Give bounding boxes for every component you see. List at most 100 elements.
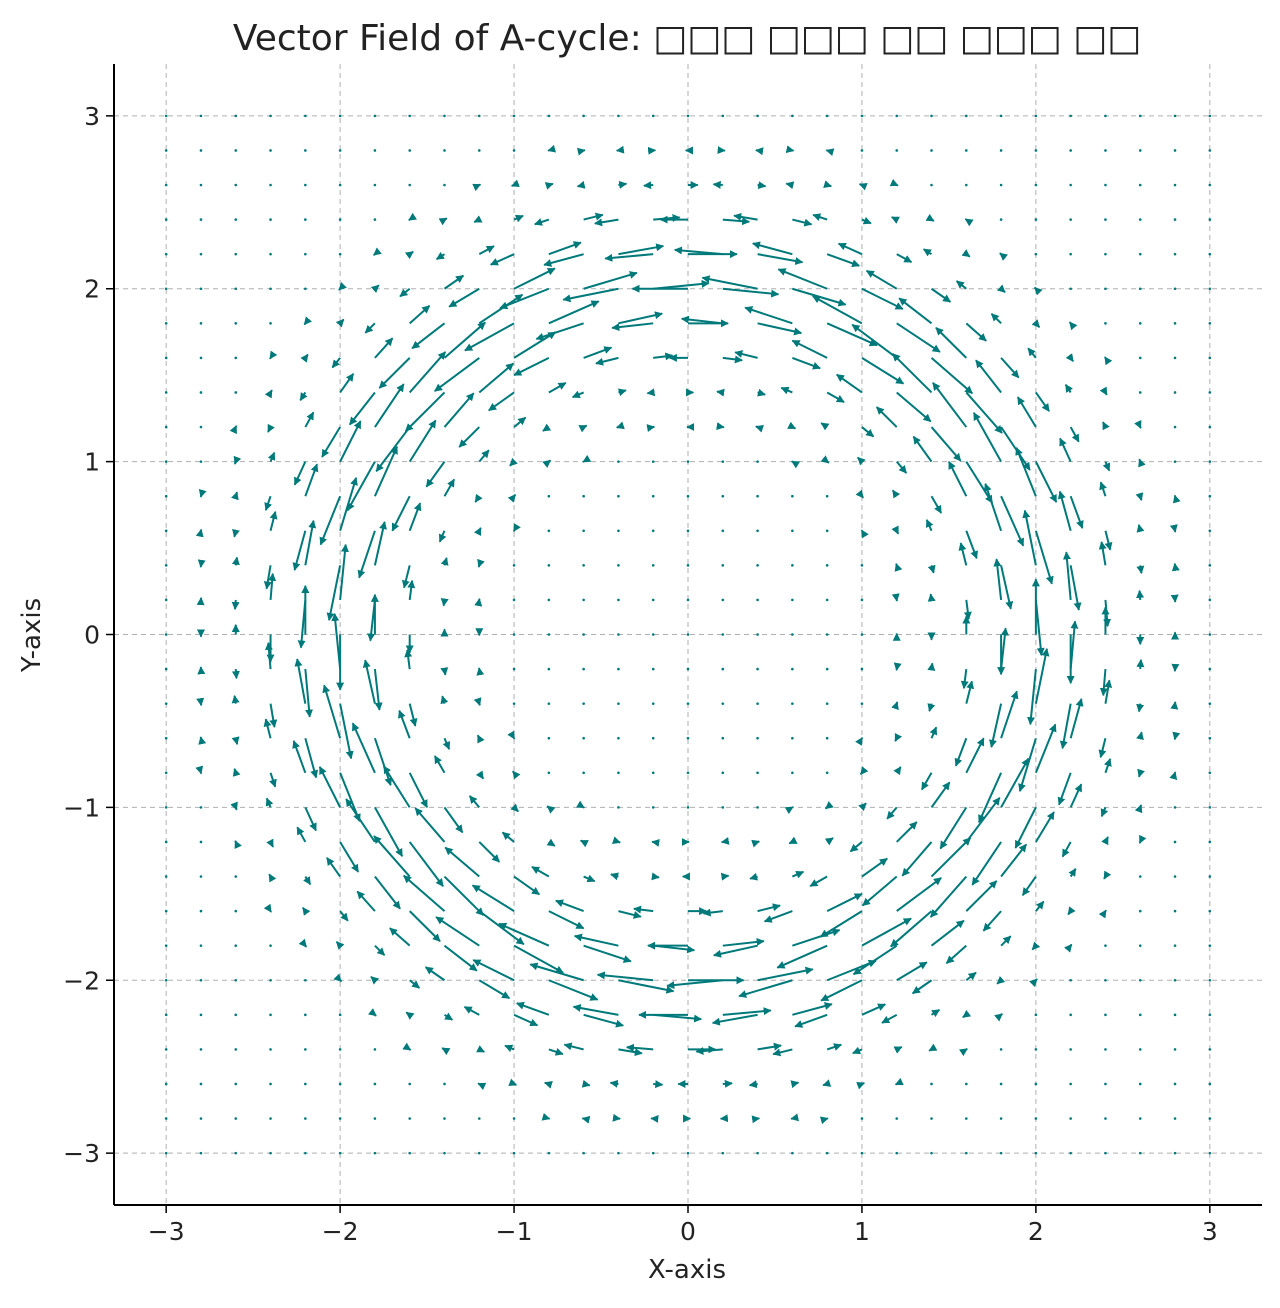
vector-arrow: [165, 668, 168, 671]
vector-arrow: [652, 737, 655, 740]
vector-arrow: [549, 911, 584, 928]
vector-arrow: [895, 1117, 898, 1120]
vector-arrow: [267, 798, 271, 807]
vector-arrow: [548, 599, 551, 602]
vector-arrow: [1139, 253, 1142, 256]
vector-arrow: [1071, 496, 1083, 528]
vector-arrow: [234, 1014, 237, 1017]
vector-arrow: [758, 254, 803, 262]
vector-arrow: [510, 462, 514, 466]
vector-arrow: [753, 243, 793, 254]
vector-arrow: [165, 599, 168, 602]
vector-arrow: [1209, 115, 1212, 118]
vector-arrow: [410, 911, 440, 941]
vector-arrow: [827, 462, 829, 463]
vector-arrow: [473, 960, 514, 980]
vector-arrow: [339, 1083, 342, 1086]
vector-arrow: [444, 218, 446, 219]
vector-arrow: [548, 633, 551, 636]
vector-arrow: [165, 322, 168, 325]
vector-arrow: [862, 220, 871, 224]
vector-arrow: [478, 1083, 479, 1084]
vector-arrow: [410, 306, 430, 324]
vector-arrow: [723, 1083, 732, 1084]
vector-arrow: [1209, 702, 1212, 705]
vector-arrow: [1000, 218, 1003, 221]
vector-arrow: [304, 1083, 307, 1086]
vector-arrow: [792, 1083, 798, 1084]
vector-arrow: [862, 803, 866, 807]
vector-arrow: [1001, 691, 1017, 738]
vector-arrow: [1105, 837, 1107, 842]
vector-arrow: [165, 772, 168, 775]
vector-arrow: [582, 564, 585, 567]
vector-arrow: [974, 413, 1001, 462]
vector-arrow: [236, 807, 237, 809]
vector-arrow: [200, 218, 203, 221]
vector-arrow: [234, 1117, 237, 1120]
vector-arrow: [1036, 649, 1047, 704]
vector-arrow: [1104, 218, 1107, 221]
vector-arrow: [339, 1048, 342, 1051]
vector-arrow: [1103, 669, 1105, 695]
vector-arrow: [895, 1152, 898, 1155]
vector-arrow: [1140, 732, 1141, 738]
vector-arrow: [200, 322, 203, 325]
vector-arrow: [295, 462, 306, 485]
vector-arrow: [408, 115, 411, 118]
vector-arrow: [1209, 841, 1212, 844]
vector-arrow: [305, 412, 313, 427]
vector-arrow: [582, 115, 585, 118]
vector-arrow: [687, 633, 690, 636]
vector-arrow: [1069, 287, 1072, 290]
vector-arrow: [895, 115, 898, 118]
vector-arrow: [1104, 115, 1107, 118]
vector-arrow: [1139, 773, 1140, 777]
vector-arrow: [1140, 805, 1141, 807]
vector-arrow: [1020, 738, 1036, 791]
vector-arrow: [337, 942, 341, 946]
vector-arrow: [1140, 496, 1141, 500]
vector-arrow: [617, 495, 620, 498]
vector-arrow: [1140, 660, 1141, 669]
vector-arrow: [200, 391, 203, 394]
vector-arrow: [827, 254, 859, 266]
vector-arrow: [415, 808, 444, 842]
vector-arrow: [374, 1083, 377, 1086]
vector-arrow: [578, 185, 584, 186]
vector-arrow: [1139, 979, 1142, 982]
vector-arrow: [895, 149, 898, 152]
vector-arrow: [404, 565, 410, 587]
vector-arrow: [165, 426, 168, 429]
vector-arrow: [826, 599, 829, 602]
vector-arrow: [1070, 322, 1071, 323]
vector-arrow: [644, 185, 653, 186]
vector-arrow: [897, 962, 927, 980]
y-tick-label-4: 1: [84, 448, 100, 477]
vector-arrow: [324, 685, 340, 738]
vector-arrow: [235, 462, 236, 464]
vector-arrow: [443, 1083, 446, 1086]
vector-arrow: [966, 462, 992, 503]
vector-arrow: [1000, 1083, 1003, 1086]
vector-arrow: [271, 911, 272, 912]
vector-arrow: [1209, 1048, 1212, 1051]
vector-arrow: [861, 599, 864, 602]
vector-arrow: [827, 185, 831, 186]
vector-arrow: [436, 917, 479, 946]
vector-arrow: [1174, 322, 1177, 325]
vector-arrow: [1209, 979, 1212, 982]
vector-arrow: [1035, 115, 1038, 118]
vector-arrow: [1104, 253, 1107, 256]
x-tick-label-0: −3: [148, 1217, 185, 1246]
vector-arrow: [713, 1015, 758, 1023]
vector-arrow: [854, 946, 897, 975]
vector-arrow: [305, 521, 313, 566]
vector-arrow: [1001, 936, 1011, 946]
vector-arrow: [1071, 358, 1073, 361]
vector-arrow: [1209, 426, 1212, 429]
vector-arrow: [882, 1015, 897, 1023]
vector-arrow: [1071, 869, 1076, 877]
vector-arrow: [408, 149, 411, 152]
vector-arrow: [791, 529, 794, 532]
